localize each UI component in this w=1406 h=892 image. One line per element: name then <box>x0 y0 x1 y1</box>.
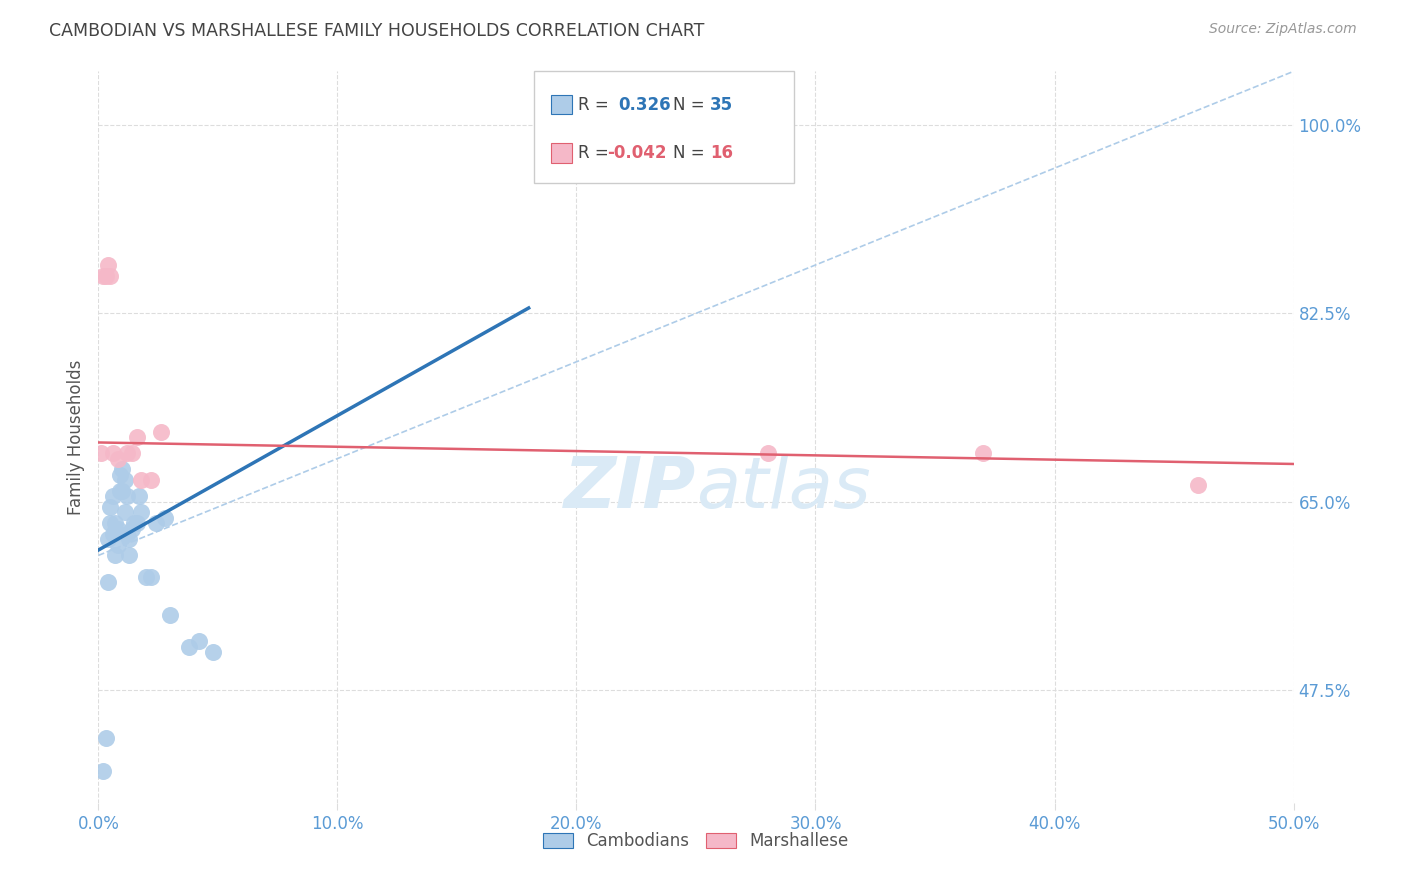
Text: -0.042: -0.042 <box>607 144 666 161</box>
Point <box>187 634 209 648</box>
Point <box>94 731 117 746</box>
Point <box>124 516 146 530</box>
Point <box>98 268 122 283</box>
Point <box>155 510 177 524</box>
Point <box>159 607 181 622</box>
Text: 16: 16 <box>710 144 733 161</box>
Text: atlas: atlas <box>696 454 870 523</box>
Point <box>108 483 131 498</box>
Point <box>139 570 162 584</box>
Point <box>118 549 141 563</box>
Point <box>97 575 120 590</box>
Text: R =: R = <box>578 144 614 161</box>
Point <box>97 533 120 547</box>
Point <box>91 268 114 283</box>
Point <box>107 521 129 535</box>
Text: 0.326: 0.326 <box>619 95 671 113</box>
Point <box>115 489 138 503</box>
Text: Source: ZipAtlas.com: Source: ZipAtlas.com <box>1209 22 1357 37</box>
Point <box>107 538 129 552</box>
Point <box>98 500 122 514</box>
Point <box>101 527 124 541</box>
Point <box>111 483 134 498</box>
Point <box>145 516 167 530</box>
Point <box>111 462 134 476</box>
Point <box>131 505 153 519</box>
Point <box>101 446 124 460</box>
Point <box>128 489 150 503</box>
Point <box>114 473 136 487</box>
Point <box>131 473 153 487</box>
Point <box>972 446 994 460</box>
Point <box>114 505 136 519</box>
Point <box>115 527 138 541</box>
Point <box>104 549 127 563</box>
Point <box>98 516 122 530</box>
Legend: Cambodians, Marshallese: Cambodians, Marshallese <box>537 825 855 856</box>
Point <box>121 446 143 460</box>
Point <box>107 451 129 466</box>
Point <box>202 645 225 659</box>
Point <box>91 764 114 778</box>
Point <box>101 489 124 503</box>
Text: 35: 35 <box>710 95 733 113</box>
Point <box>104 516 127 530</box>
Point <box>756 446 779 460</box>
Point <box>121 521 143 535</box>
Point <box>139 473 162 487</box>
Point <box>125 430 148 444</box>
Text: CAMBODIAN VS MARSHALLESE FAMILY HOUSEHOLDS CORRELATION CHART: CAMBODIAN VS MARSHALLESE FAMILY HOUSEHOL… <box>49 22 704 40</box>
Point <box>108 467 131 482</box>
Point <box>135 570 157 584</box>
Text: R =: R = <box>578 95 614 113</box>
Text: N =: N = <box>673 95 710 113</box>
Y-axis label: Family Households: Family Households <box>66 359 84 515</box>
Point <box>125 516 148 530</box>
Text: N =: N = <box>673 144 710 161</box>
Point <box>149 425 172 439</box>
Point <box>90 446 112 460</box>
Point <box>94 268 117 283</box>
Point <box>97 258 120 272</box>
Text: ZIP: ZIP <box>564 454 696 523</box>
Point <box>179 640 201 654</box>
Point <box>115 446 138 460</box>
Point <box>1187 478 1209 492</box>
Point <box>118 533 141 547</box>
